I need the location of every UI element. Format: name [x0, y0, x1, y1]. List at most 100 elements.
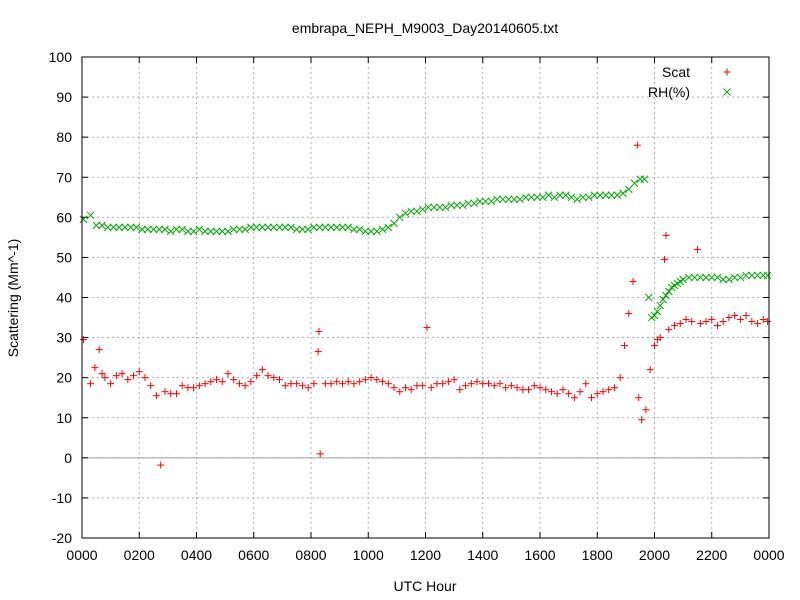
scat-point: [95, 346, 103, 354]
x-tick-label: 0000: [753, 547, 784, 563]
rh-point: [327, 223, 335, 232]
rh-point: [155, 225, 164, 234]
rh-point: [252, 223, 261, 232]
rh-point: [275, 223, 284, 232]
rh-point: [640, 175, 649, 184]
rh-point: [92, 221, 101, 230]
scat-point: [559, 386, 567, 394]
x-tick-label: 0400: [181, 547, 212, 563]
scat-point: [107, 380, 115, 388]
scat-point: [338, 380, 346, 388]
rh-point: [684, 273, 693, 282]
rh-point: [696, 273, 705, 282]
scat-point: [542, 386, 550, 394]
rh-point: [707, 273, 716, 282]
y-tick-label: 70: [56, 169, 72, 185]
rh-point: [206, 227, 215, 236]
legend-marker-rh-glyph: [723, 88, 731, 96]
scat-point: [344, 378, 352, 386]
scat-point: [304, 384, 312, 392]
y-tick-label: 50: [56, 249, 72, 265]
plot-frame: [81, 56, 770, 539]
x-tick-label: 2000: [639, 547, 670, 563]
scat-point: [496, 380, 504, 388]
scat-point: [247, 378, 255, 386]
rh-point: [407, 207, 416, 216]
rh-point: [103, 223, 112, 232]
scat-point: [525, 386, 533, 394]
legend-marker-scat-glyph: [723, 68, 731, 76]
scat-point: [599, 388, 607, 396]
rh-point: [332, 223, 341, 232]
rh-point: [241, 225, 250, 234]
rh-point: [464, 199, 473, 208]
scat-point: [682, 316, 690, 324]
scat-point: [401, 384, 409, 392]
scat-point: [276, 376, 284, 384]
rh-point: [690, 273, 699, 282]
rh-point: [556, 191, 564, 200]
x-tick-label: 1800: [582, 547, 613, 563]
scat-point: [91, 364, 99, 372]
rh-point: [390, 219, 398, 228]
scat-point: [635, 394, 643, 402]
scat-point: [253, 372, 261, 380]
rh-point: [166, 227, 175, 236]
rh-point: [269, 223, 278, 232]
rh-point: [195, 225, 204, 234]
scat-point: [384, 380, 392, 388]
rh-point: [115, 223, 124, 232]
legend-marker-rh: [723, 88, 731, 96]
scat-point: [662, 231, 670, 239]
scat-point: [462, 382, 470, 390]
scat-point: [625, 310, 633, 318]
rh-point: [656, 301, 665, 310]
rh-point: [315, 223, 324, 232]
scat-point: [696, 320, 704, 328]
scat-point: [725, 314, 733, 322]
rh-point: [470, 199, 479, 208]
rh-point: [619, 189, 627, 198]
rh-point: [384, 223, 393, 232]
scat-point: [314, 348, 322, 356]
rh-point: [378, 225, 387, 234]
rh-point: [664, 287, 673, 296]
rh-point: [607, 191, 616, 200]
rh-point: [650, 311, 659, 320]
scat-point: [101, 374, 109, 382]
rh-point: [138, 225, 146, 234]
scat-point: [270, 374, 278, 382]
scat-point: [450, 376, 458, 384]
series-scat: [79, 141, 772, 469]
rh-point: [79, 215, 88, 224]
y-tick-label: -20: [52, 530, 72, 546]
rh-point: [367, 227, 375, 236]
x-tick-label: 2200: [696, 547, 727, 563]
scat-point: [593, 390, 601, 398]
scat-point: [407, 386, 415, 394]
rh-point: [747, 271, 756, 280]
rh-point: [533, 193, 541, 202]
rh-point: [702, 273, 710, 282]
scat-point: [513, 384, 521, 392]
scat-point: [98, 370, 106, 378]
scat-point: [565, 390, 573, 398]
rh-point: [350, 225, 358, 234]
rh-point: [644, 293, 653, 302]
scat-point: [373, 376, 381, 384]
rh-point: [567, 193, 576, 202]
scat-point: [230, 376, 238, 384]
scat-point: [507, 382, 515, 390]
scat-point: [742, 312, 750, 320]
rh-point: [109, 223, 118, 232]
scat-point: [201, 380, 209, 388]
rh-point: [287, 223, 295, 232]
rh-point: [653, 307, 662, 316]
rh-point: [310, 223, 318, 232]
scat-point: [361, 376, 369, 384]
data-points: [79, 141, 772, 469]
x-tick-label: 1000: [353, 547, 384, 563]
scat-point: [264, 372, 272, 380]
legend-marker-scat: [723, 68, 731, 76]
scat-point: [665, 326, 673, 334]
